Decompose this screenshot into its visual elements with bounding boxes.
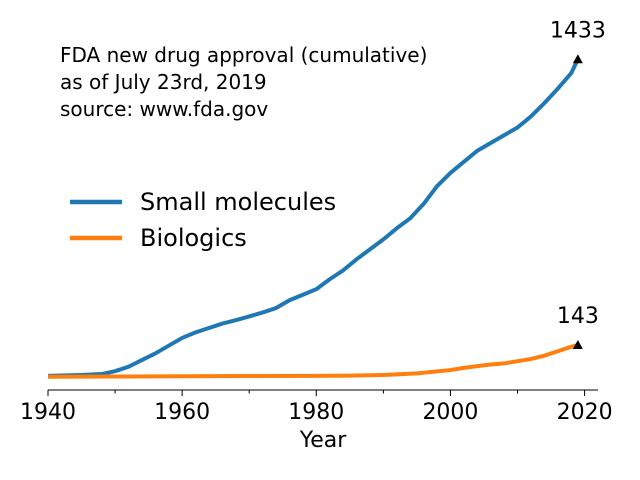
chart-title-line-2: as of July 23rd, 2019	[60, 70, 267, 94]
annotation-label-small-molecules: 1433	[550, 18, 606, 43]
annotation-marker-biologics	[572, 340, 583, 350]
series-line-biologics	[47, 343, 579, 379]
legend-label-small-molecules: Small molecules	[140, 188, 336, 216]
x-tick-label-1980: 1980	[288, 400, 344, 425]
annotation-marker-small-molecules	[572, 54, 583, 64]
annotation-label-biologics: 143	[557, 304, 599, 329]
x-axis-label: Year	[299, 428, 348, 453]
annotation-markers	[572, 54, 583, 350]
x-axis-ticks: 1940 1960 1980 2000 2020	[20, 390, 613, 425]
legend-label-biologics: Biologics	[140, 224, 247, 252]
x-tick-label-1960: 1960	[154, 400, 210, 425]
chart-title-line-3: source: www.fda.gov	[60, 97, 268, 121]
x-tick-label-1940: 1940	[20, 400, 76, 425]
series-line-small-molecules	[47, 58, 580, 378]
series-layer	[47, 58, 580, 379]
chart-title-line-1: FDA new drug approval (cumulative)	[60, 43, 427, 67]
annotation-labels: 1433 143	[550, 18, 606, 329]
x-tick-label-2000: 2000	[422, 400, 478, 425]
legend: Small molecules Biologics	[70, 188, 336, 252]
x-tick-label-2020: 2020	[557, 400, 613, 425]
